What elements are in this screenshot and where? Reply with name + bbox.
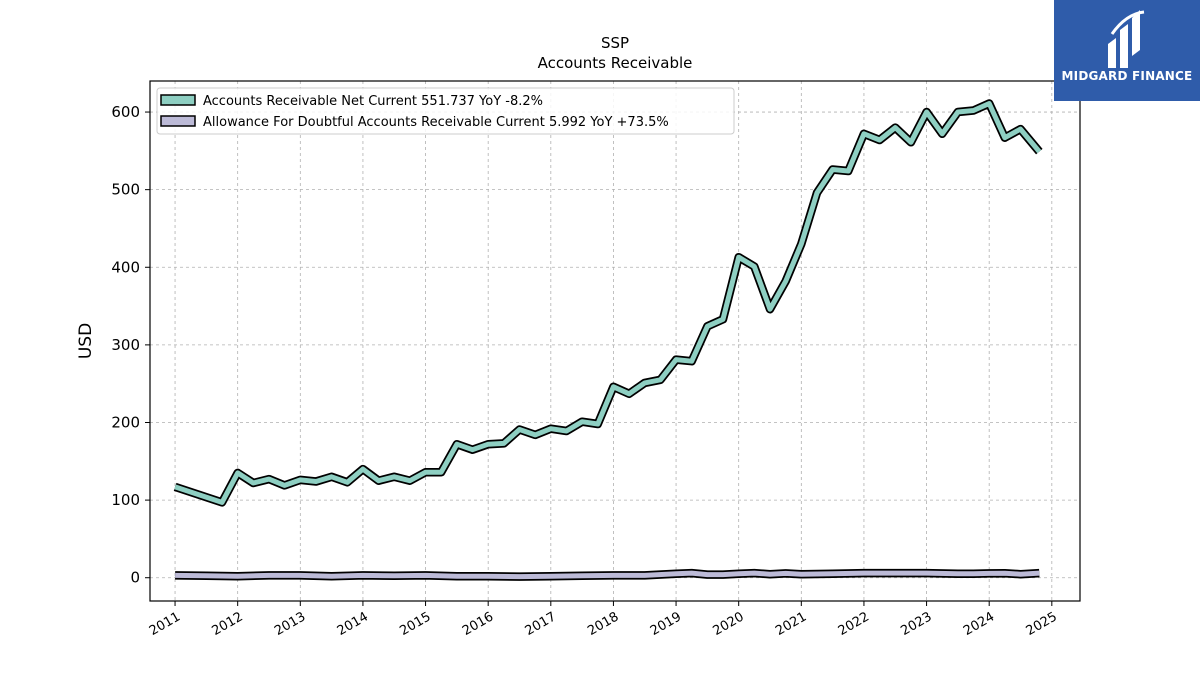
y-tick-label: 100 [111, 491, 140, 509]
chart-title: SSP [601, 34, 629, 52]
legend-label: Allowance For Doubtful Accounts Receivab… [203, 115, 669, 130]
x-tick-label: 2016 [460, 609, 496, 639]
x-tick-label: 2017 [523, 609, 559, 639]
x-tick-label: 2024 [961, 609, 997, 639]
y-tick-label: 300 [111, 336, 140, 354]
brand-logo: MIDGARD FINANCE [1054, 0, 1200, 101]
x-tick-label: 2020 [711, 609, 747, 639]
legend: Accounts Receivable Net Current 551.737 … [156, 87, 735, 135]
series-0-line [174, 101, 1042, 505]
y-tick-label: 200 [111, 413, 140, 431]
midgard-logo-icon [1108, 10, 1145, 68]
x-tick-label: 2015 [397, 609, 433, 639]
y-tick-label: 0 [130, 569, 140, 587]
series-0-outline [173, 99, 1043, 507]
x-tick-label: 2023 [898, 609, 934, 639]
x-tick-label: 2014 [335, 609, 371, 639]
y-tick-label: 600 [111, 103, 140, 121]
series-1-line [175, 570, 1040, 580]
x-tick-label: 2025 [1024, 609, 1060, 639]
plot-frame [149, 80, 1081, 602]
x-tick-label: 2012 [210, 609, 246, 639]
x-tick-label: 2011 [147, 609, 183, 639]
x-tick-label: 2019 [648, 609, 684, 639]
logo-text: MIDGARD FINANCE [1061, 69, 1193, 83]
legend-label: Accounts Receivable Net Current 551.737 … [203, 94, 543, 109]
x-tick-label: 2021 [773, 609, 809, 639]
x-tick-label: 2013 [272, 609, 308, 639]
legend-swatch [160, 115, 196, 127]
chart-subtitle: Accounts Receivable [538, 54, 693, 72]
legend-swatch [160, 94, 196, 106]
x-tick-label: 2022 [836, 609, 872, 639]
y-tick-label: 500 [111, 181, 140, 199]
y-tick-label: 400 [111, 258, 140, 276]
x-tick-label: 2018 [585, 609, 621, 639]
legend-box [156, 87, 735, 135]
y-axis-label: USD [76, 323, 96, 359]
